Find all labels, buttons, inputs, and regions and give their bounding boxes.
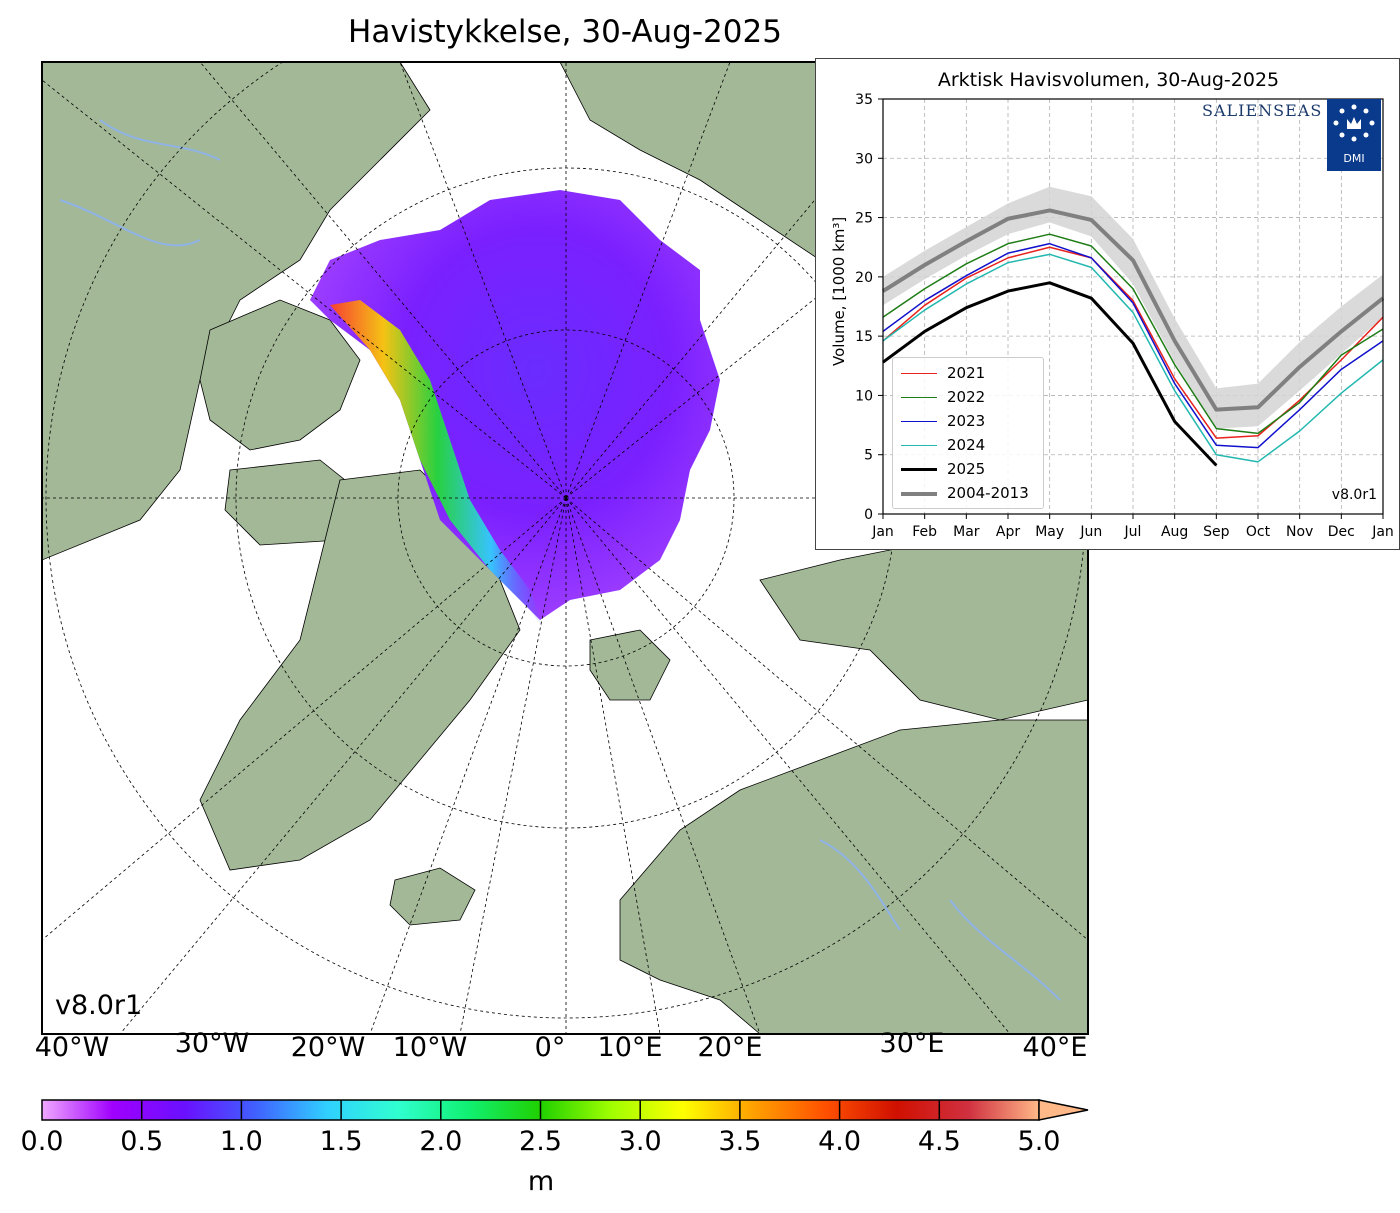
x-tick-label: Jan (871, 524, 894, 540)
land-russia-east (759, 519, 1088, 721)
x-tick-label: Aug (1161, 524, 1188, 540)
legend-item: 2021 (901, 364, 985, 386)
lon-label: 0° (534, 1032, 566, 1063)
legend-label: 2021 (947, 364, 986, 382)
lon-label: 30°E (879, 1028, 945, 1059)
legend-item: 2025 (901, 460, 985, 482)
y-tick-label: 30 (855, 151, 873, 167)
land-iceland (389, 867, 476, 926)
legend-label: 2024 (947, 436, 986, 454)
salienseas-logo: SALIENSEAS (1202, 101, 1323, 120)
colorbar-tick-label: 0.5 (120, 1126, 164, 1157)
lon-label: 30°W (174, 1028, 250, 1059)
y-tick-label: 20 (855, 270, 873, 286)
map-title: Havistykkelse, 30-Aug-2025 (348, 14, 782, 50)
y-tick-label: 10 (855, 388, 873, 404)
colorbar-tick-label: 4.5 (917, 1126, 961, 1157)
lon-label: 20°E (697, 1032, 763, 1063)
y-tick-label: 5 (864, 448, 873, 464)
colorbar-tick-label: 3.0 (618, 1126, 662, 1157)
colorbar-tick-label: 2.5 (519, 1126, 562, 1157)
legend-swatch (901, 491, 937, 496)
dmi-label: DMI (1343, 152, 1365, 165)
legend-swatch (901, 445, 937, 446)
lon-label: 10°E (597, 1032, 663, 1063)
legend-label: 2025 (947, 460, 986, 478)
x-tick-label: Nov (1286, 524, 1313, 540)
legend-item: 2004-2013 (901, 484, 1029, 506)
crown-icon (1333, 104, 1375, 142)
colorbar-tick-label: 2.0 (419, 1126, 463, 1157)
series-line-2022 (882, 233, 1384, 435)
colorbar-tick-label: 1.0 (219, 1126, 263, 1157)
colorbar-tick-label: 3.5 (718, 1126, 762, 1157)
lon-label: 40°W (34, 1032, 110, 1063)
colorbar-unit: m (527, 1166, 555, 1197)
legend-label: 2023 (947, 412, 986, 430)
legend-label: 2004-2013 (947, 484, 1029, 502)
land-svalbard (589, 629, 671, 701)
legend-swatch (901, 373, 937, 374)
dmi-logo: DMI (1327, 99, 1381, 171)
y-tick-label: 15 (855, 329, 873, 345)
legend-item: 2022 (901, 388, 985, 410)
lon-label: 10°W (392, 1032, 468, 1063)
legend-item: 2023 (901, 412, 985, 434)
series-line-2023 (882, 242, 1384, 449)
inset-version-label: v8.0r1 (1331, 487, 1377, 503)
colorbar-tick-label: 1.5 (319, 1126, 363, 1157)
x-tick-label: Apr (996, 524, 1020, 540)
x-tick-label: Jun (1079, 524, 1102, 540)
colorbar-tick-label: 0.0 (20, 1126, 64, 1157)
thick-ice-band (330, 300, 545, 630)
legend-swatch (901, 397, 937, 398)
colorbar-tick-label: 4.0 (818, 1126, 862, 1157)
y-tick-label: 25 (855, 211, 873, 227)
x-tick-label: Feb (912, 524, 937, 540)
x-tick-label: Mar (953, 524, 980, 540)
y-tick-label: 0 (864, 507, 873, 523)
x-tick-label: May (1035, 524, 1064, 540)
map-version-label: v8.0r1 (55, 990, 143, 1021)
series-line-2004-2013 (881, 208, 1385, 412)
inset-title: Arktisk Havisvolumen, 30-Aug-2025 (937, 69, 1280, 91)
series-line-2025 (882, 281, 1218, 467)
legend-swatch (901, 468, 937, 471)
y-tick-label: 35 (855, 92, 873, 108)
series-line-2021 (882, 246, 1384, 439)
lon-label: 40°E (1022, 1032, 1088, 1063)
volume-inset-chart: Arktisk Havisvolumen, 30-Aug-2025 0 5 10 15… (815, 58, 1400, 550)
land-scandinavia (619, 719, 1088, 1034)
chart-legend: 2021 2022 2023 2024 2025 2004-2013 (892, 357, 1044, 509)
x-tick-label: Sep (1203, 524, 1230, 540)
sea-ice-extent (310, 190, 720, 620)
land-canadian-archipelago (199, 299, 361, 451)
colorbar-extend-arrow (1038, 1099, 1089, 1121)
colorbar-tick-label: 5.0 (1017, 1126, 1061, 1157)
y-axis-label: Volume, [1000 km³] (830, 216, 848, 366)
x-tick-label: Oct (1246, 524, 1271, 540)
legend-label: 2022 (947, 388, 986, 406)
land-north-america (42, 62, 431, 561)
x-tick-label: Dec (1328, 524, 1355, 540)
x-tick-label: Jul (1124, 524, 1142, 540)
legend-swatch (901, 421, 937, 422)
x-tick-label: Jan (1371, 524, 1394, 540)
lon-label: 20°W (290, 1032, 366, 1063)
legend-item: 2024 (901, 436, 985, 458)
series-line-2024 (882, 253, 1384, 463)
